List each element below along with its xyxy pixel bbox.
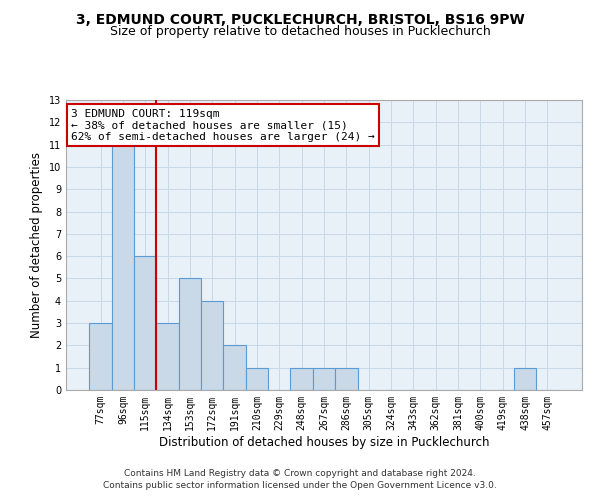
X-axis label: Distribution of detached houses by size in Pucklechurch: Distribution of detached houses by size …: [159, 436, 489, 448]
Bar: [201, 301, 223, 390]
Text: Size of property relative to detached houses in Pucklechurch: Size of property relative to detached ho…: [110, 25, 490, 38]
Bar: [223, 346, 246, 390]
Text: 3 EDMUND COURT: 119sqm
← 38% of detached houses are smaller (15)
62% of semi-det: 3 EDMUND COURT: 119sqm ← 38% of detached…: [71, 108, 375, 142]
Bar: [290, 368, 313, 390]
Bar: [179, 278, 201, 390]
Bar: [246, 368, 268, 390]
Bar: [514, 368, 536, 390]
Bar: [134, 256, 157, 390]
Bar: [157, 323, 179, 390]
Text: Contains public sector information licensed under the Open Government Licence v3: Contains public sector information licen…: [103, 481, 497, 490]
Bar: [112, 144, 134, 390]
Bar: [335, 368, 358, 390]
Bar: [313, 368, 335, 390]
Text: 3, EDMUND COURT, PUCKLECHURCH, BRISTOL, BS16 9PW: 3, EDMUND COURT, PUCKLECHURCH, BRISTOL, …: [76, 12, 524, 26]
Text: Contains HM Land Registry data © Crown copyright and database right 2024.: Contains HM Land Registry data © Crown c…: [124, 468, 476, 477]
Bar: [89, 323, 112, 390]
Y-axis label: Number of detached properties: Number of detached properties: [30, 152, 43, 338]
